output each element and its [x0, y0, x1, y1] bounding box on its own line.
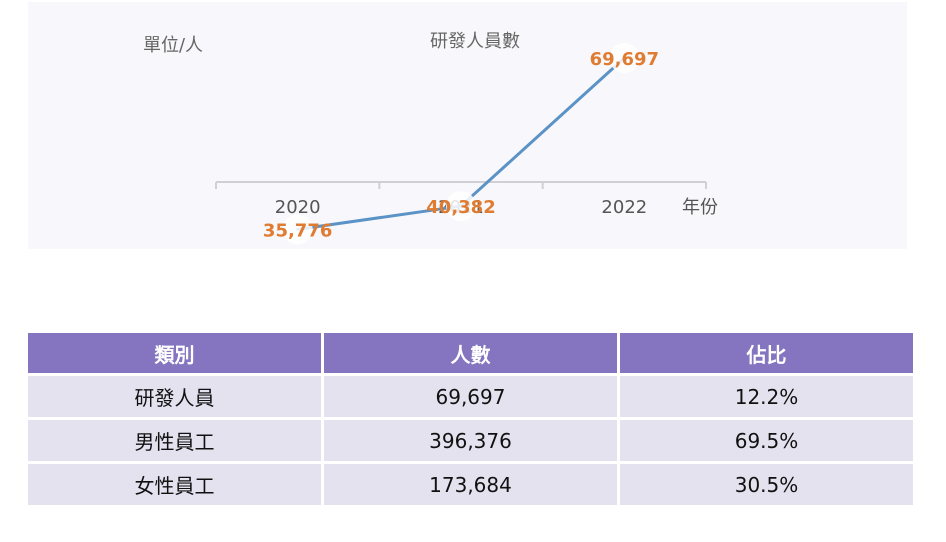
cell-count: 173,684	[324, 464, 617, 505]
x-tick-label: 2020	[275, 197, 321, 218]
line-chart: 單位/人 研發人員數 年份 20202021202235,77640,38269…	[143, 31, 718, 245]
data-point	[282, 214, 313, 245]
cell-share: 30.5%	[620, 464, 913, 505]
table-row: 男性員工 396,376 69.5%	[28, 420, 913, 461]
cell-category: 研發人員	[28, 376, 321, 417]
cell-category: 女性員工	[28, 464, 321, 505]
x-tick-label: 2022	[601, 197, 647, 218]
cell-share: 12.2%	[620, 376, 913, 417]
data-point	[446, 191, 476, 222]
cell-count: 396,376	[324, 420, 617, 461]
table-row: 研發人員 69,697 12.2%	[28, 376, 913, 417]
chart-title: 研發人員數	[430, 31, 520, 52]
table-row: 女性員工 173,684 30.5%	[28, 464, 913, 505]
cell-share: 69.5%	[620, 420, 913, 461]
cell-count: 69,697	[324, 376, 617, 417]
cell-category: 男性員工	[28, 420, 321, 461]
data-label: 35,776	[263, 220, 332, 241]
data-label: 69,697	[590, 49, 659, 70]
chart-panel: 單位/人 研發人員數 年份 20202021202235,77640,38269…	[28, 2, 907, 249]
header-count: 人數	[324, 333, 617, 373]
data-table: 類別 人數 佔比 研發人員 69,697 12.2% 男性員工 396,376 …	[25, 330, 916, 508]
data-label: 40,382	[426, 197, 495, 218]
data-point	[609, 43, 640, 74]
chart-unit-label: 單位/人	[143, 35, 203, 56]
x-axis-title: 年份	[682, 197, 718, 218]
table-header-row: 類別 人數 佔比	[28, 333, 913, 373]
header-share: 佔比	[620, 333, 913, 373]
header-category: 類別	[28, 333, 321, 373]
